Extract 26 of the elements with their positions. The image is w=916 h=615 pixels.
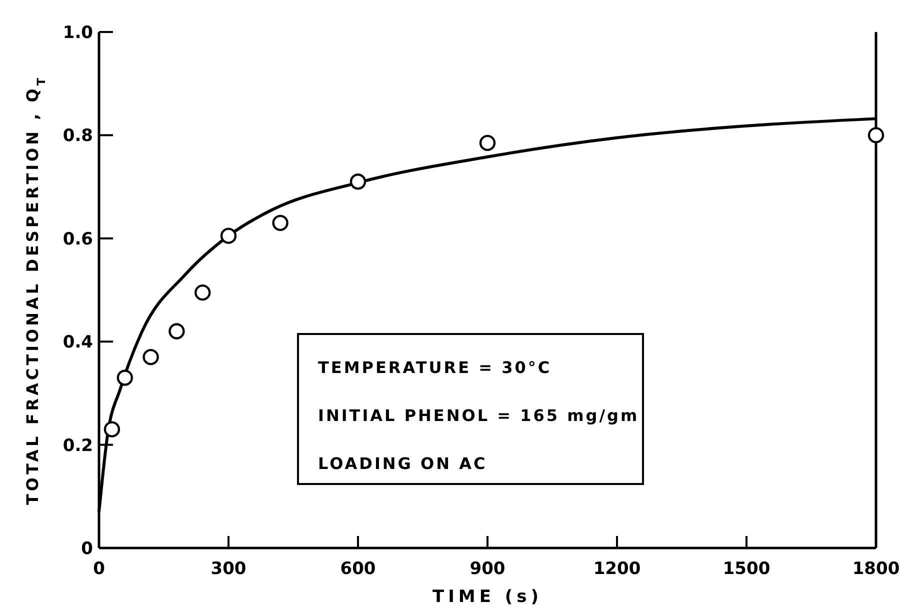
y-tick-label: 0 xyxy=(81,539,94,559)
point xyxy=(350,174,366,190)
y-tick-label: 0.6 xyxy=(62,229,93,250)
annotation: INITIAL PHENOL = 165 mg/gm xyxy=(318,406,640,425)
point xyxy=(142,348,159,366)
point xyxy=(220,228,237,244)
x-tick-label: 600 xyxy=(340,559,376,579)
x-axis-title: TIME (s) xyxy=(432,587,543,607)
point xyxy=(479,134,496,152)
y-tick-label: 0.2 xyxy=(62,436,93,456)
point xyxy=(116,370,133,386)
x-tick-label: 1500 xyxy=(722,559,770,579)
point xyxy=(194,284,211,301)
point xyxy=(104,421,120,438)
y-tick-label: 0.8 xyxy=(62,126,93,146)
point xyxy=(168,323,185,340)
annotation: TEMPERATURE = 30°C xyxy=(318,358,552,377)
x-tick-label: 1200 xyxy=(593,559,641,579)
y-tick-label: 0.4 xyxy=(62,332,94,353)
x-tick-label: 900 xyxy=(470,559,506,579)
y-tick-label: 1.0 xyxy=(62,23,94,43)
point xyxy=(272,214,288,232)
x-tick-label: 300 xyxy=(210,559,246,579)
x-tick-label: 1800 xyxy=(852,559,900,579)
annotation: LOADING ON AC xyxy=(318,454,488,473)
point xyxy=(868,127,884,144)
